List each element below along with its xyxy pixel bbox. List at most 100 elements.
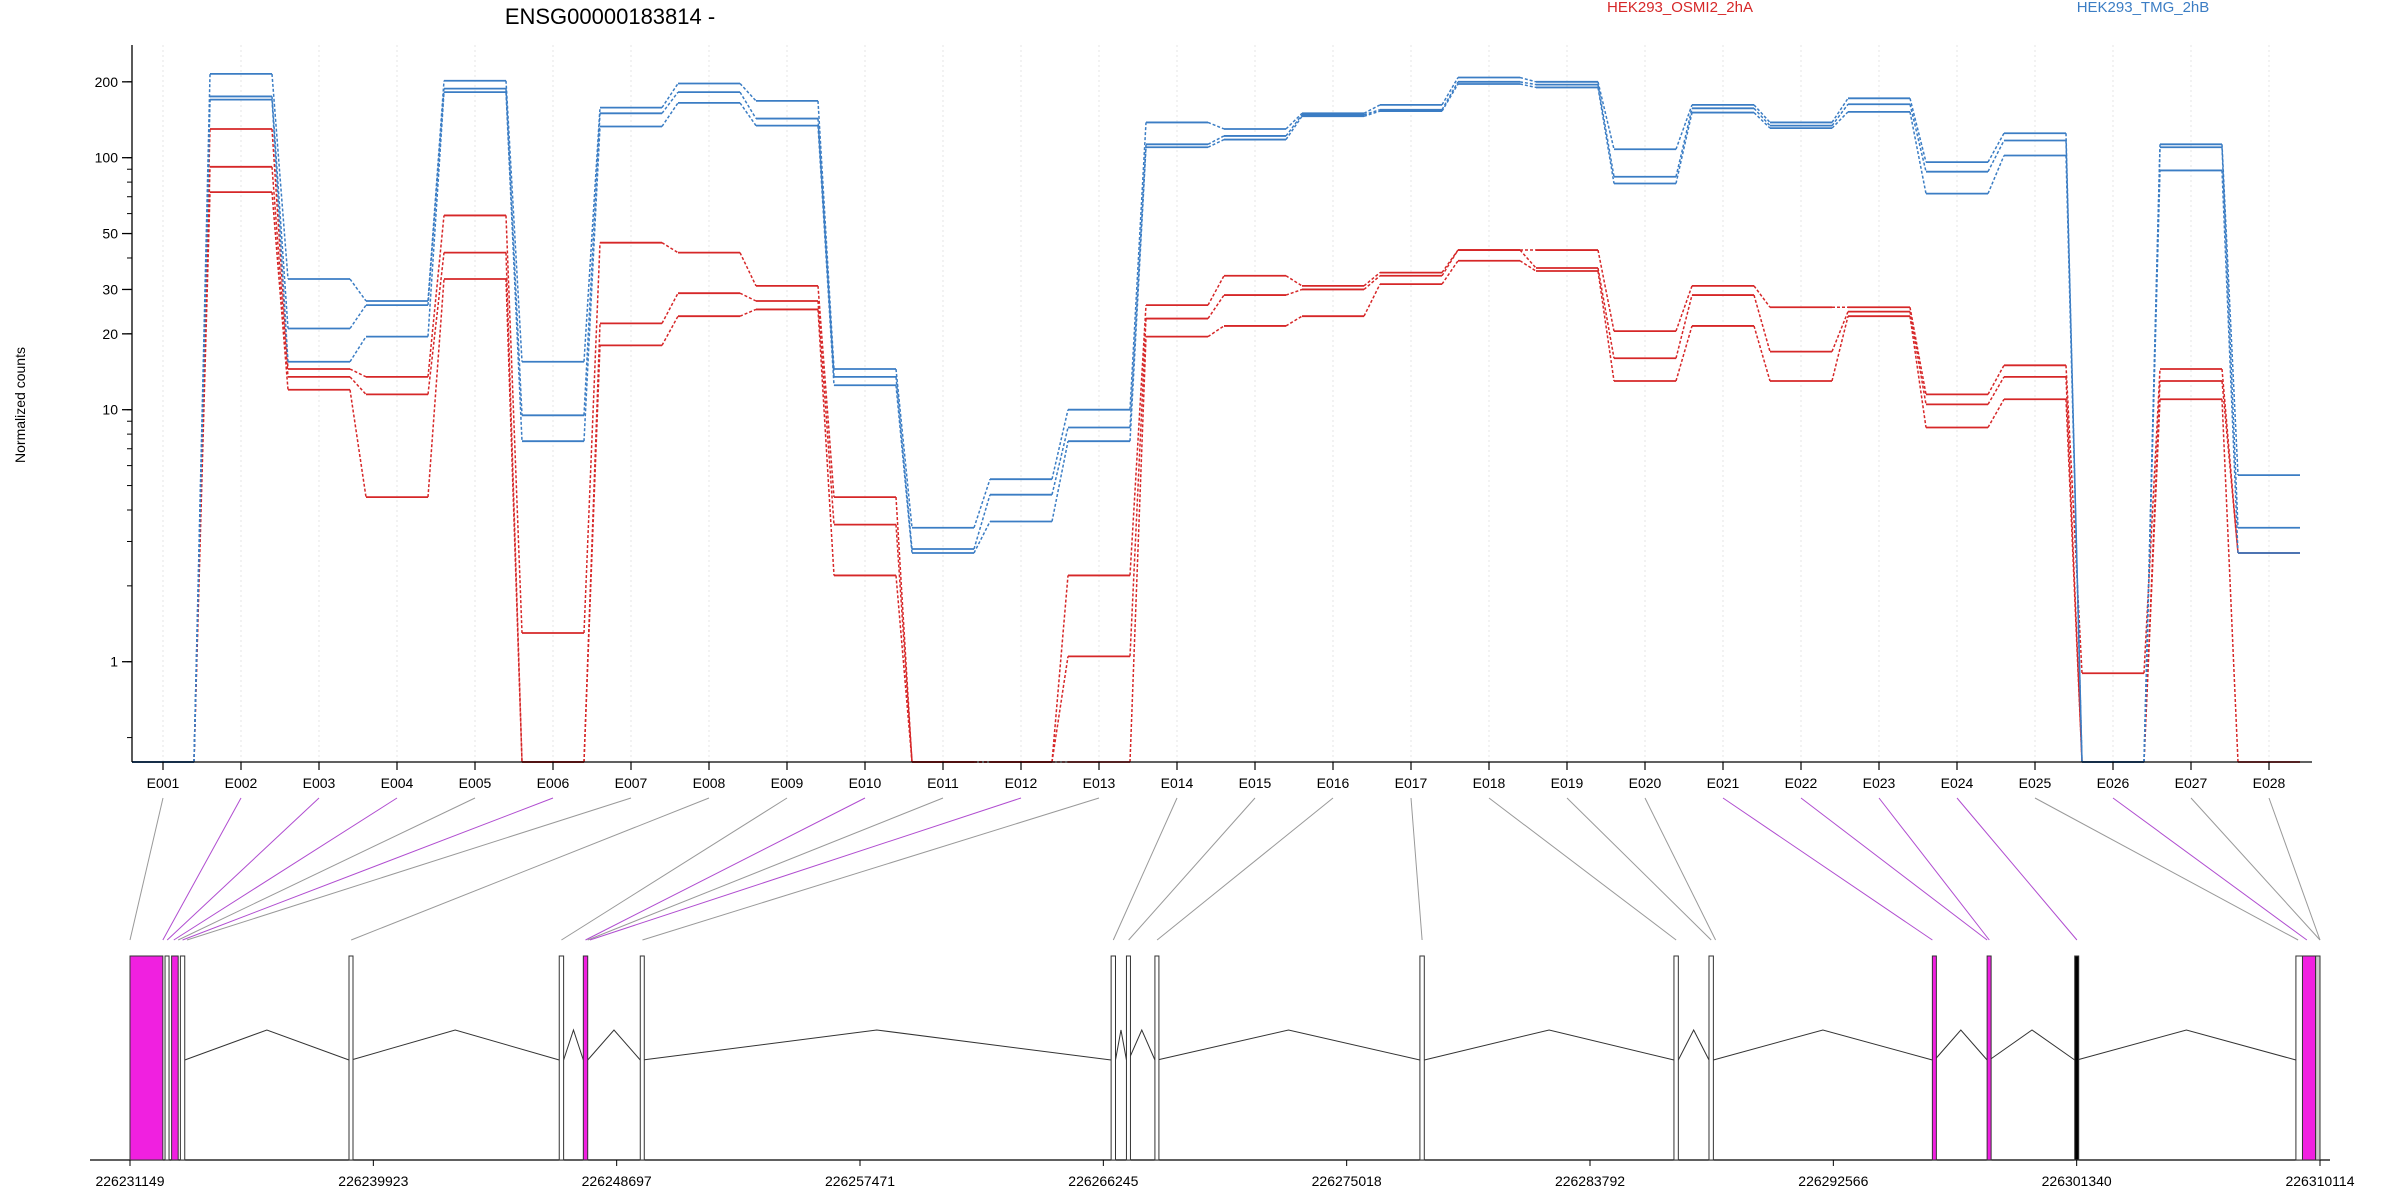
intron-line xyxy=(1934,1029,1988,1061)
exon-transition xyxy=(1831,111,1849,129)
exon-transition xyxy=(1831,316,1849,382)
exon-transition xyxy=(1831,103,1849,127)
exon-transition xyxy=(1519,76,1537,83)
genomic-tick-label: 226292566 xyxy=(1798,1173,1868,1189)
exon-transition xyxy=(661,315,679,346)
genomic-tick-label: 226275018 xyxy=(1312,1173,1382,1189)
x-tick-label: E028 xyxy=(2253,775,2286,791)
genomic-tick-label: 226257471 xyxy=(825,1173,895,1189)
x-tick-label: E003 xyxy=(303,775,336,791)
exon-transition xyxy=(1285,112,1303,130)
exon-transition xyxy=(1753,112,1771,129)
exon-transition xyxy=(1519,260,1537,272)
exon-transition xyxy=(1285,315,1303,327)
x-axis: E001 E002 E003 E004 E005 E006 E007 E008 E009 E010… xyxy=(132,761,2312,791)
exon-transition xyxy=(817,118,835,377)
intron-line xyxy=(1115,1029,1127,1061)
exon-transition xyxy=(1051,409,1069,480)
exon-box xyxy=(558,955,565,1161)
exon-connectors xyxy=(129,797,2321,941)
exon-box xyxy=(1125,955,1131,1161)
exon-transition xyxy=(1051,575,1069,763)
x-tick-label: E010 xyxy=(849,775,882,791)
exon-box xyxy=(2315,955,2321,1161)
genomic-tick-label: 226266245 xyxy=(1068,1173,1138,1189)
exon-connector xyxy=(182,797,554,941)
exon-transition xyxy=(505,279,523,763)
exon-box xyxy=(2301,955,2317,1161)
exon-connector xyxy=(2112,797,2308,941)
exon-transition xyxy=(583,107,601,362)
exon-transition xyxy=(2065,399,2083,763)
y-tick-label: 50 xyxy=(102,226,118,242)
exon-transition xyxy=(1675,104,1693,150)
series-line xyxy=(132,191,2300,763)
exon-transition xyxy=(1129,318,1147,657)
exon-transition xyxy=(1675,285,1693,332)
exon-transition xyxy=(895,385,913,554)
exon-transition xyxy=(2065,155,2083,763)
x-tick-label: E007 xyxy=(615,775,648,791)
exon-transition xyxy=(1441,77,1459,106)
exon-transition xyxy=(1675,108,1693,177)
exon-transition xyxy=(1753,107,1771,127)
exon-transition xyxy=(2221,170,2239,554)
exon-transition xyxy=(1051,656,1069,763)
exon-transition xyxy=(1597,87,1615,184)
exon-box xyxy=(639,955,645,1161)
exon-transition xyxy=(1129,305,1147,576)
exon-transition xyxy=(1441,83,1459,112)
exon-transition xyxy=(1987,155,2005,194)
exon-connector xyxy=(1878,797,1990,941)
exon-transition xyxy=(1207,294,1225,319)
exon-connector xyxy=(1800,797,1988,941)
exon-connector xyxy=(2190,797,2321,941)
exon-transition xyxy=(271,73,289,280)
exon-connector xyxy=(585,797,866,941)
exon-connector xyxy=(642,797,1100,941)
exon-transition xyxy=(1909,311,1927,405)
y-tick-label: 10 xyxy=(102,402,118,418)
exon-transition xyxy=(505,92,523,442)
intron-line xyxy=(563,1028,584,1061)
intron-line xyxy=(1677,1028,1710,1061)
exon-transition xyxy=(193,99,211,763)
exon-transition xyxy=(817,125,835,386)
exon-transition xyxy=(817,285,835,498)
exon-transition xyxy=(661,102,679,127)
exon-box xyxy=(171,955,179,1161)
exon-transition xyxy=(271,99,289,362)
exon-connector xyxy=(589,797,1022,941)
x-tick-label: E026 xyxy=(2097,775,2130,791)
exon-transition xyxy=(1519,249,1537,269)
exon-box xyxy=(1931,955,1937,1161)
exon-transition xyxy=(1051,427,1069,495)
exon-transition xyxy=(1909,104,1927,172)
genomic-tick-label: 226239923 xyxy=(338,1173,408,1189)
exon-transition xyxy=(1207,275,1225,306)
intron-line xyxy=(1989,1029,2076,1061)
x-tick-label: E006 xyxy=(537,775,570,791)
y-axis-label: Normalized counts xyxy=(12,347,28,463)
x-tick-label: E004 xyxy=(381,775,414,791)
exon-transition xyxy=(739,82,757,102)
exon-transition xyxy=(427,92,445,337)
genomic-tick-label: 226301340 xyxy=(2042,1173,2112,1189)
exon-transition xyxy=(1207,121,1225,130)
exon-transition xyxy=(973,494,991,550)
exon-transition xyxy=(1597,81,1615,150)
exon-transition xyxy=(427,278,445,498)
exon-transition xyxy=(1363,110,1381,117)
exon-transition xyxy=(1207,135,1225,145)
y-tick-label: 30 xyxy=(102,281,118,297)
exon-transition xyxy=(739,91,757,119)
exon-transition xyxy=(1363,109,1381,116)
intron-line xyxy=(2076,1029,2297,1061)
exon-transition xyxy=(1285,115,1303,140)
exon-transition xyxy=(349,304,367,329)
intron-line xyxy=(1128,1028,1156,1061)
exon-connector xyxy=(2034,797,2299,941)
exon-transition xyxy=(895,368,913,528)
exon-transition xyxy=(1519,81,1537,86)
y-tick-label: 100 xyxy=(95,150,119,166)
